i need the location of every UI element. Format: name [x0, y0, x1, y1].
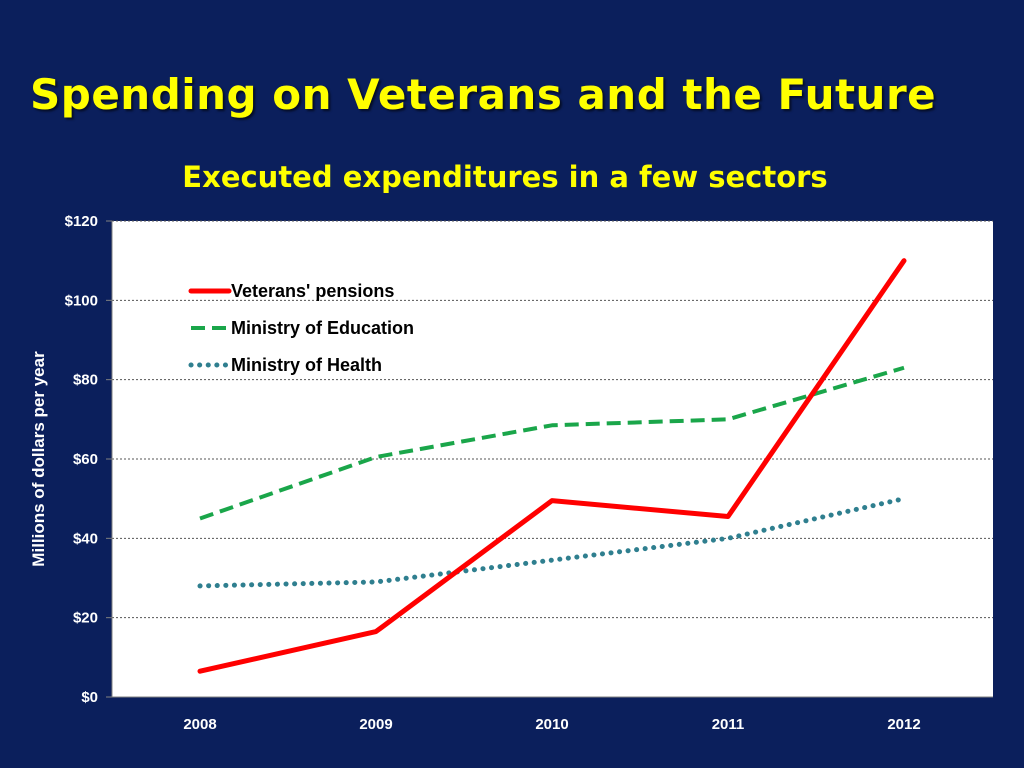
y-tick-label: $20: [73, 610, 98, 627]
x-tick-label: 2012: [887, 716, 920, 733]
legend-label: Veterans' pensions: [231, 281, 394, 301]
y-tick-label: $60: [73, 451, 98, 468]
y-tick-label: $40: [73, 530, 98, 547]
axes: [106, 220, 993, 698]
y-tick-label: $0: [81, 689, 98, 706]
series-line-veterans-pensions: [197, 258, 907, 674]
y-axis-label: Millions of dollars per year: [29, 351, 48, 567]
y-tick-label: $120: [65, 213, 98, 230]
y-tick-label: $80: [73, 372, 98, 389]
y-tick-label: $100: [65, 292, 98, 309]
gridlines: [112, 220, 993, 619]
legend-label: Ministry of Health: [231, 355, 382, 375]
x-tick-label: 2008: [183, 716, 216, 733]
y-tick-labels: $0 $20 $40 $60 $80 $100 $120: [65, 213, 98, 706]
slide-title: Spending on Veterans and the Future: [30, 70, 937, 119]
legend-label: Ministry of Education: [231, 318, 414, 338]
series-lines: [197, 258, 907, 674]
x-tick-labels: 2008 2009 2010 2011 2012: [183, 716, 920, 733]
x-tick-label: 2009: [359, 716, 392, 733]
series-line-ministry-of-education: [199, 365, 905, 521]
x-tick-label: 2010: [535, 716, 568, 733]
legend: Veterans' pensions Ministry of Education M…: [188, 281, 414, 375]
x-tick-label: 2011: [712, 716, 745, 733]
series-line-ministry-of-health: [197, 496, 907, 589]
chart-title: Executed expenditures in a few sectors: [182, 160, 828, 194]
